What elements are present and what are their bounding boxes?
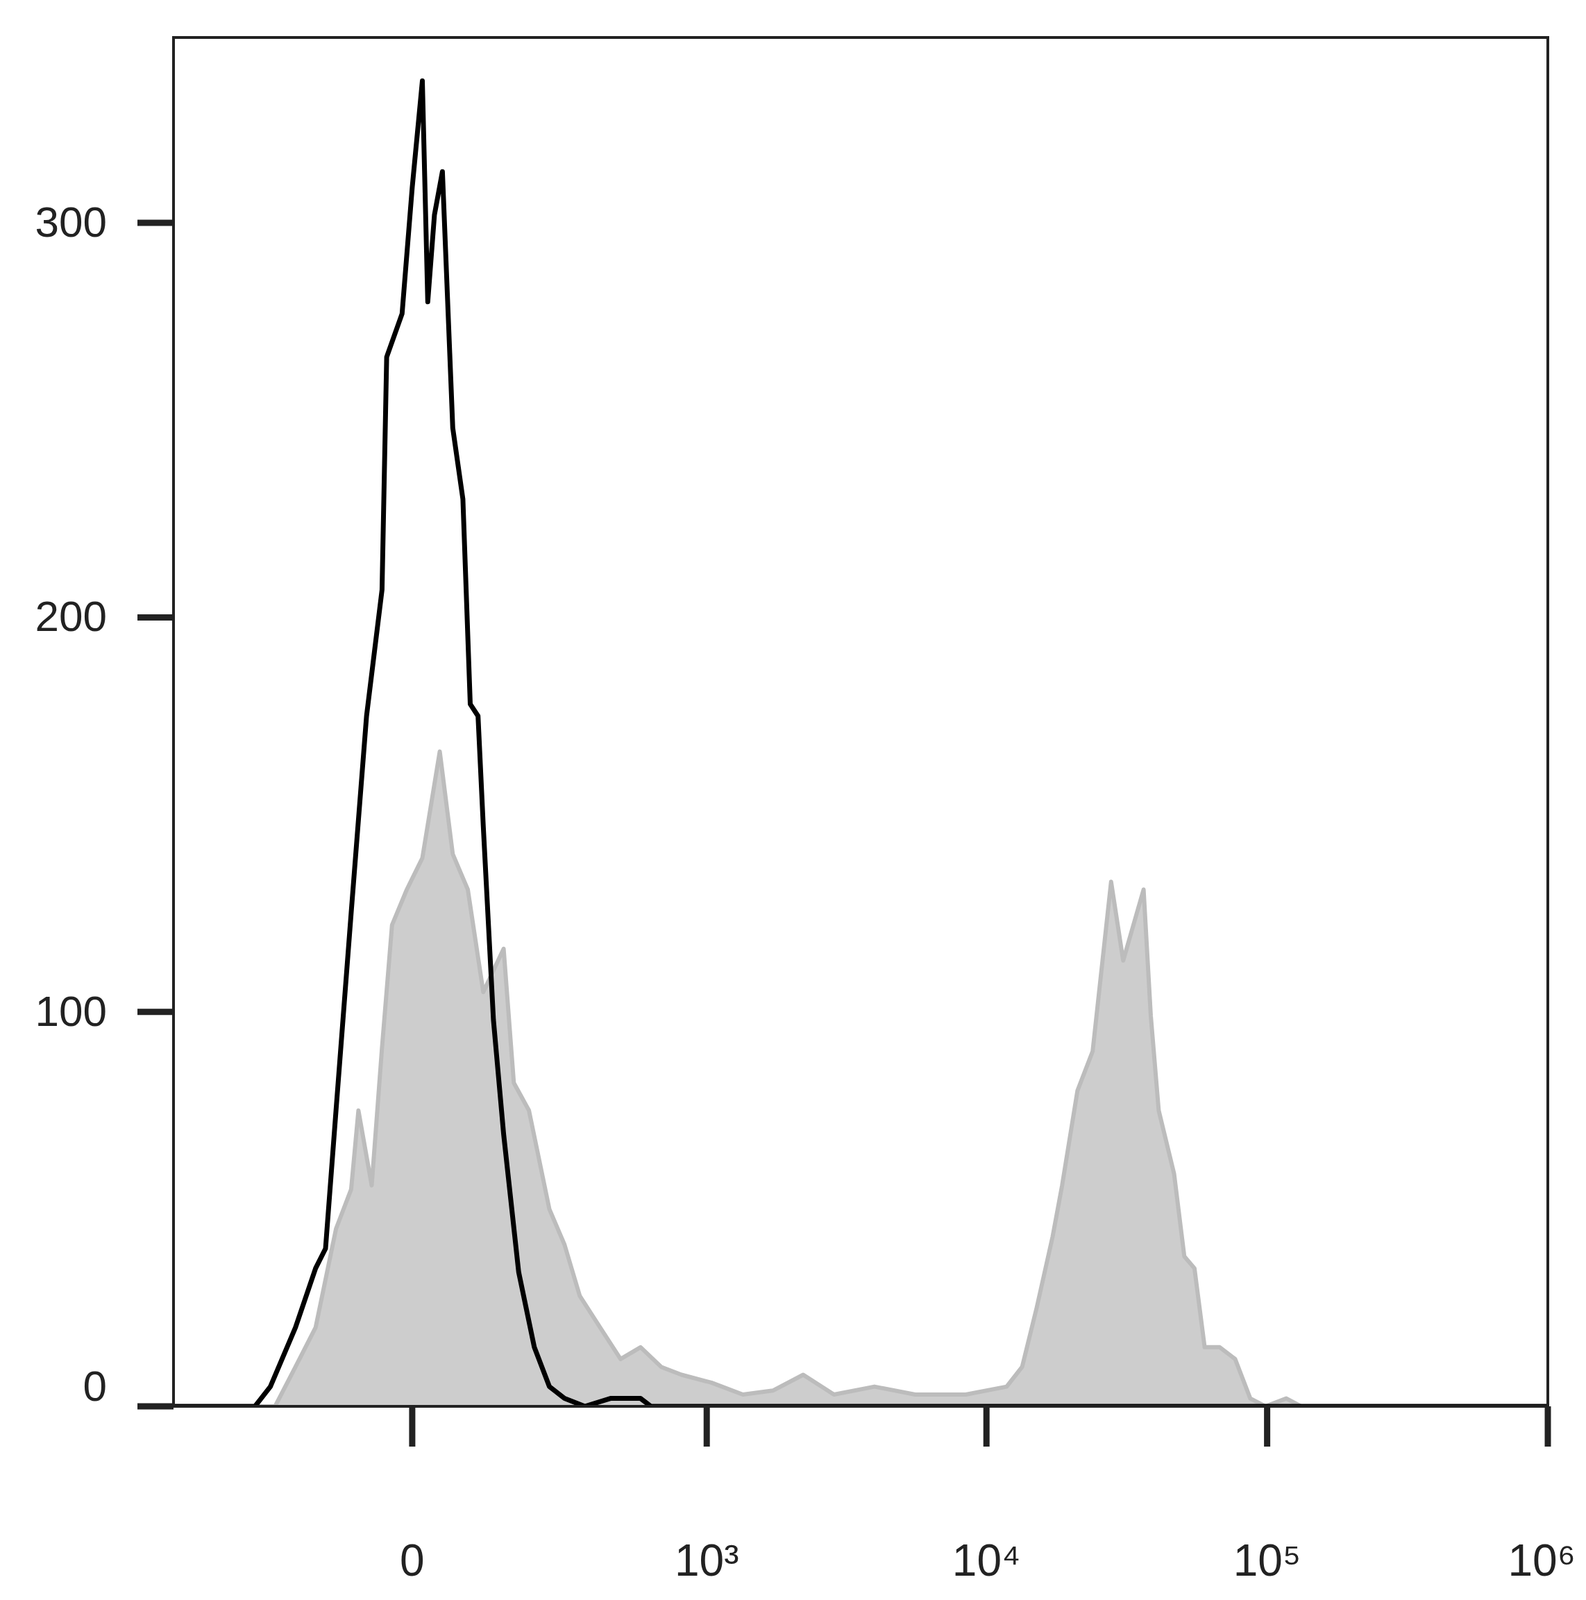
x-tick	[408, 1406, 416, 1447]
x-tick	[703, 1406, 711, 1447]
x-tick-label: 0	[399, 1535, 425, 1586]
y-tick	[137, 220, 174, 227]
y-tick-label: 200	[35, 592, 107, 640]
y-tick	[137, 1403, 174, 1410]
y-tick-label: 300	[35, 197, 107, 246]
y-tick-label: 100	[35, 986, 107, 1035]
chart: 0 100 200 300 0 10³ 10⁴ 10⁵ 10⁶	[0, 0, 1586, 1600]
x-tick	[1545, 1406, 1552, 1447]
x-tick-label: 10⁴	[952, 1535, 1022, 1586]
histogram-line	[173, 81, 1548, 1407]
y-tick	[137, 1008, 174, 1015]
y-tick-label: 0	[83, 1361, 107, 1410]
x-tick-label: 10³	[674, 1535, 740, 1586]
area-fill	[173, 751, 1548, 1407]
area-line	[173, 751, 1548, 1407]
x-tick-label: 10⁶	[1507, 1535, 1576, 1586]
x-tick	[983, 1406, 990, 1447]
plot-area	[173, 81, 1548, 1407]
plot-frame	[173, 37, 1548, 1407]
y-tick	[137, 614, 174, 621]
x-tick-label: 10⁵	[1233, 1535, 1302, 1586]
x-tick	[1263, 1406, 1271, 1447]
